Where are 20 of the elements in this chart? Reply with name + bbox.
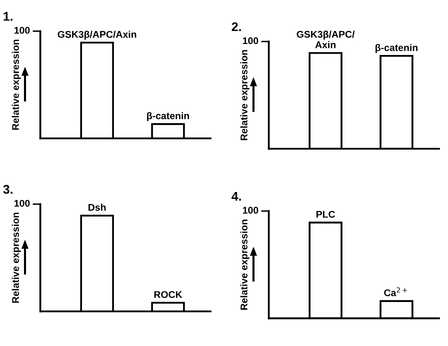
text: 100 bbox=[242, 206, 258, 214]
chart-title: 1. bbox=[4, 12, 12, 21]
text: 100 bbox=[14, 200, 30, 207]
chart-title: 3. bbox=[3, 184, 12, 194]
chart-title: 4. bbox=[232, 192, 241, 201]
y-axis-title: Relative expression bbox=[12, 212, 21, 303]
y-axis-title: Relative expression bbox=[240, 220, 250, 310]
chart-title: 2. bbox=[232, 22, 241, 32]
x-tick-label: β-catenin bbox=[147, 112, 190, 122]
x-tick-label: ROCK bbox=[154, 291, 182, 298]
text: 100 bbox=[242, 37, 258, 44]
y-axis-title: Relative expression bbox=[12, 40, 21, 130]
y-axis-title: Relative expression bbox=[240, 50, 250, 140]
x-tick-label: β-catenin bbox=[376, 44, 418, 54]
x-tick-label: Dsh bbox=[88, 204, 106, 211]
x-tick-label: GSK3β/APC/ Axin bbox=[296, 30, 355, 48]
x-tick-label: Ca$^{2+}$ bbox=[384, 287, 407, 296]
text: 100 bbox=[14, 26, 30, 34]
x-tick-label: GSK3β/APC/Axin bbox=[58, 30, 136, 40]
x-tick-label: PLC bbox=[316, 210, 336, 218]
